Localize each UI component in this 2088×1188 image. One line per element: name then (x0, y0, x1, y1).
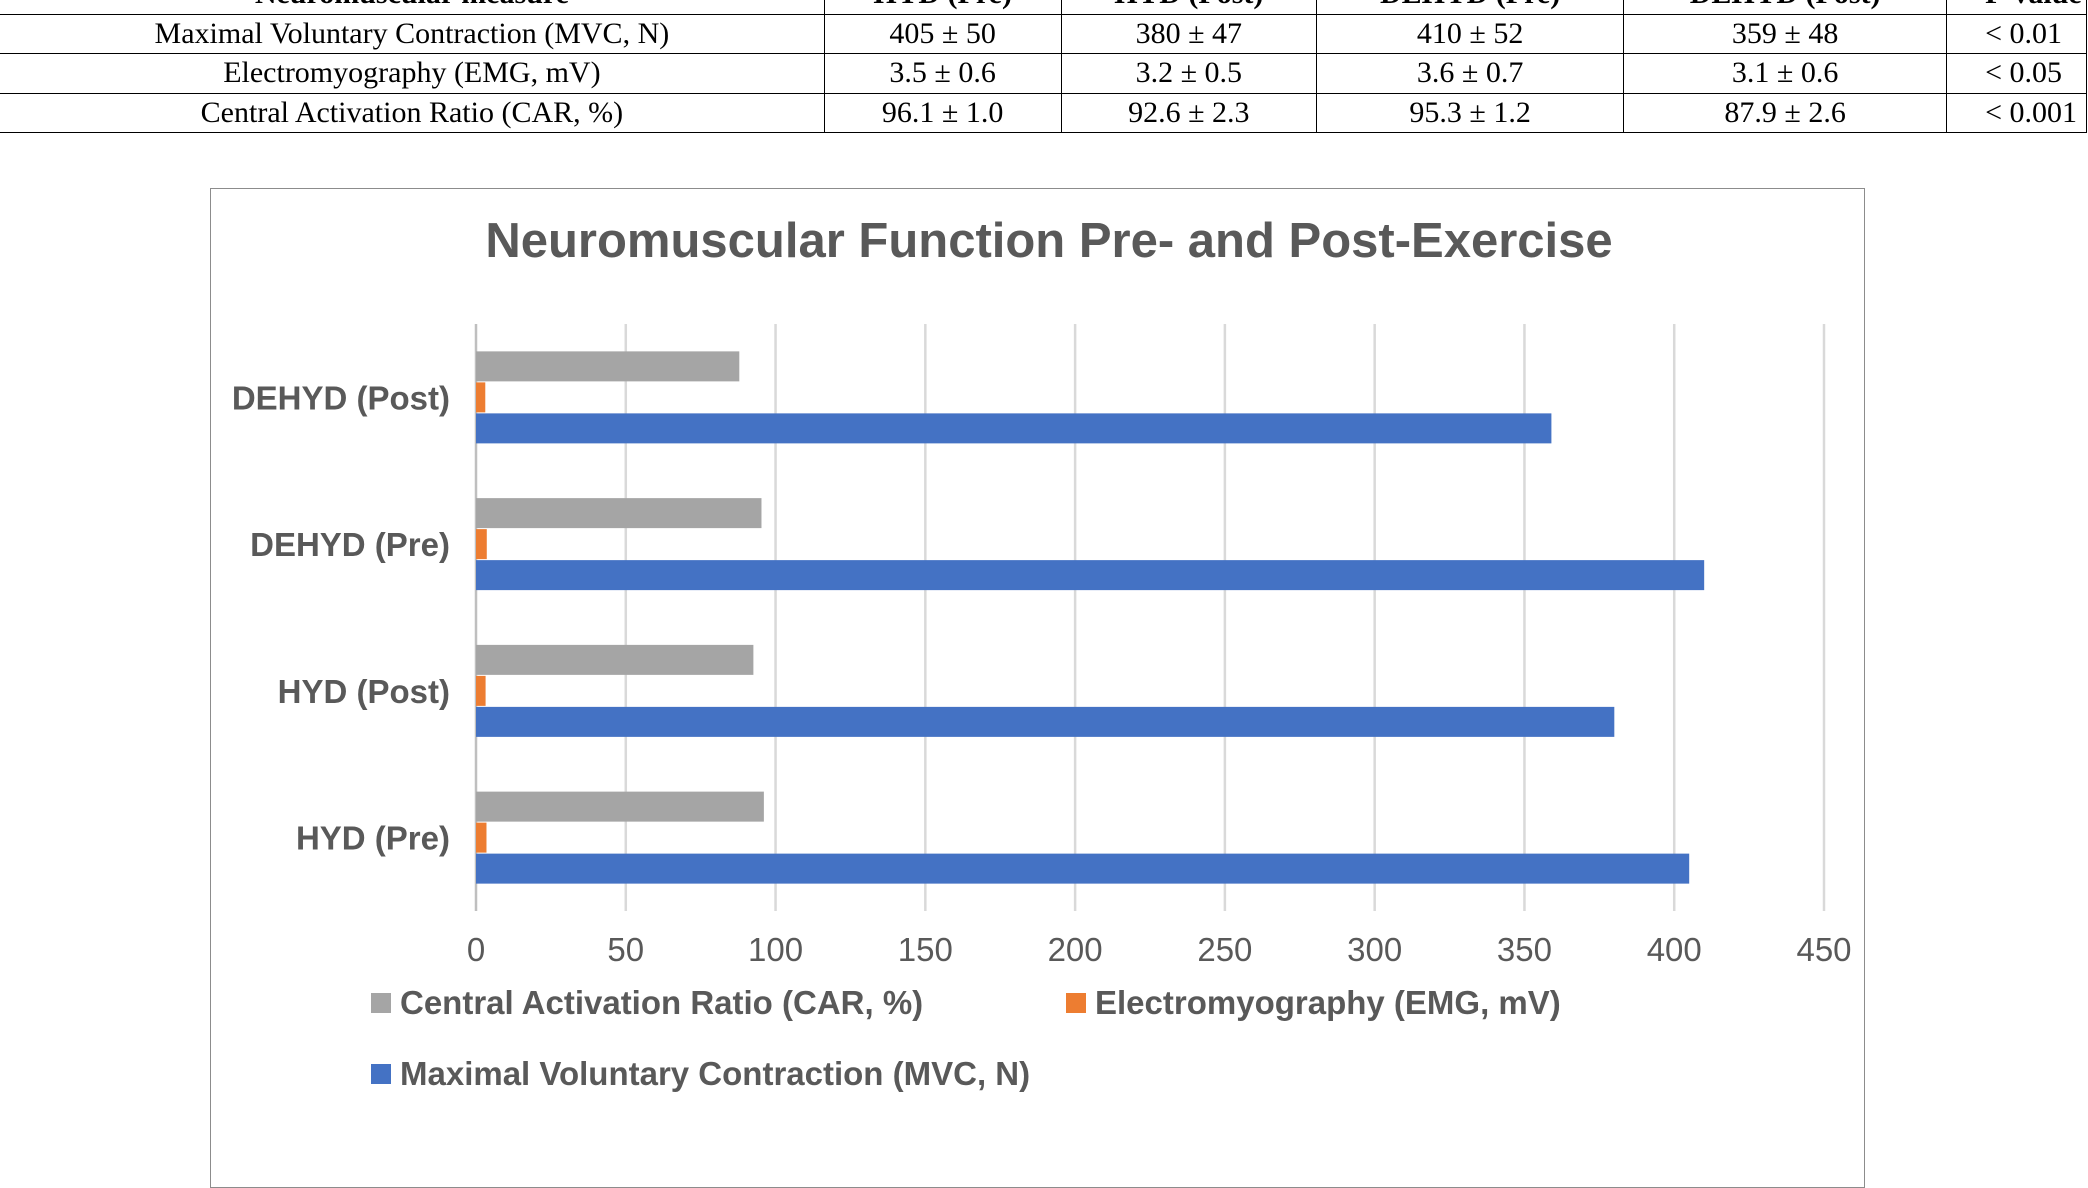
bar (476, 791, 764, 822)
bar-chart: Neuromuscular Function Pre- and Post-Exe… (232, 214, 1852, 1092)
bar (476, 498, 762, 529)
results-table: Neuromuscular measure HYD (Pre) HYD (Pos… (0, 0, 2087, 133)
bar (476, 853, 1690, 884)
table-cell: < 0.05 (1946, 53, 2087, 94)
y-category-label: DEHYD (Pre) (250, 526, 450, 563)
table-cell: 3.2 ± 0.5 (1060, 53, 1318, 94)
x-tick-label: 150 (898, 931, 953, 968)
table-header-row: Neuromuscular measure HYD (Pre) HYD (Pos… (0, 0, 2087, 15)
bar (476, 822, 487, 853)
table-header: DEHYD (Post) (1623, 0, 1948, 15)
table-cell: Central Activation Ratio (CAR, %) (0, 92, 825, 133)
bar (476, 529, 487, 560)
legend-swatch (1066, 993, 1086, 1013)
table-cell: 92.6 ± 2.3 (1060, 92, 1318, 133)
gridlines (474, 324, 1826, 911)
table-cell: 410 ± 52 (1316, 13, 1625, 54)
table-header: P-value (1946, 0, 2087, 15)
table-cell: 405 ± 50 (823, 13, 1062, 54)
table-cell: < 0.01 (1946, 13, 2087, 54)
table-header: HYD (Pre) (823, 0, 1062, 15)
table-cell: Electromyography (EMG, mV) (0, 53, 825, 94)
table-cell: 359 ± 48 (1623, 13, 1948, 54)
x-tick-label: 100 (748, 931, 803, 968)
legend-label: Central Activation Ratio (CAR, %) (400, 984, 923, 1021)
table-header: HYD (Post) (1060, 0, 1318, 15)
bar (476, 644, 754, 675)
legend-label: Electromyography (EMG, mV) (1095, 984, 1561, 1021)
table-cell: 3.6 ± 0.7 (1316, 53, 1625, 94)
table-cell: Maximal Voluntary Contraction (MVC, N) (0, 13, 825, 54)
table-cell: 95.3 ± 1.2 (1316, 92, 1625, 133)
table-cell: 3.1 ± 0.6 (1623, 53, 1948, 94)
x-tick-label: 0 (467, 931, 485, 968)
x-tick-label: 200 (1048, 931, 1103, 968)
x-tick-label: 300 (1347, 931, 1402, 968)
legend-swatch (371, 993, 391, 1013)
bars (476, 351, 1705, 884)
y-category-label: DEHYD (Post) (232, 379, 450, 416)
x-tick-label: 350 (1497, 931, 1552, 968)
x-tick-label: 250 (1197, 931, 1252, 968)
y-category-label: HYD (Pre) (296, 820, 450, 857)
x-tick-label: 400 (1647, 931, 1702, 968)
chart-title: Neuromuscular Function Pre- and Post-Exe… (485, 214, 1612, 268)
legend: Central Activation Ratio (CAR, %) Electro… (371, 984, 1561, 1092)
bar (476, 560, 1705, 591)
y-category-label: HYD (Post) (278, 673, 450, 710)
table-row: Electromyography (EMG, mV) 3.5 ± 0.6 3.2… (0, 53, 2087, 94)
table-header: Neuromuscular measure (0, 0, 825, 15)
table-cell: 87.9 ± 2.6 (1623, 92, 1948, 133)
bar (476, 382, 486, 413)
table-row: Maximal Voluntary Contraction (MVC, N) 4… (0, 13, 2087, 54)
table-header: DEHYD (Pre) (1316, 0, 1625, 15)
axis-labels: 0 50 100 150 200 250 300 350 400 450 HYD (Pre) HYD … (232, 379, 1852, 968)
table-cell: < 0.001 (1946, 92, 2087, 133)
table-cell: 380 ± 47 (1060, 13, 1318, 54)
bar (476, 706, 1615, 737)
table-cell: 3.5 ± 0.6 (823, 53, 1062, 94)
legend-label: Maximal Voluntary Contraction (MVC, N) (400, 1055, 1030, 1092)
table-row: Central Activation Ratio (CAR, %) 96.1 ±… (0, 92, 2087, 133)
legend-swatch (371, 1064, 391, 1084)
x-tick-label: 450 (1796, 931, 1851, 968)
bar (476, 413, 1552, 444)
bar (476, 351, 740, 382)
table-cell: 96.1 ± 1.0 (823, 92, 1062, 133)
x-tick-label: 50 (607, 931, 644, 968)
bar (476, 675, 486, 706)
chart-container: Neuromuscular Function Pre- and Post-Exe… (210, 188, 1865, 1188)
